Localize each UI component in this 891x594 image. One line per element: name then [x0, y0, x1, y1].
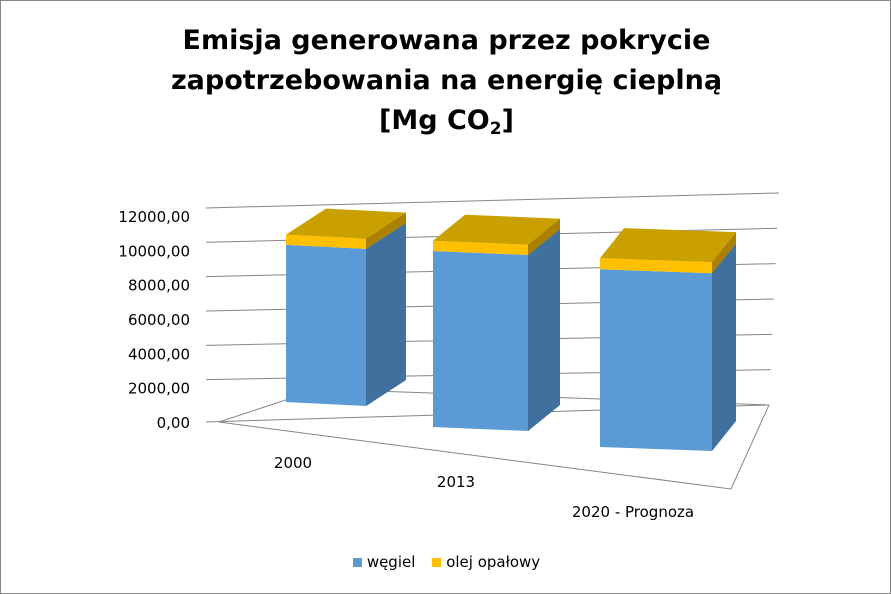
bar-w-giel-2020-prognoza-front	[600, 269, 712, 451]
bar-w-giel-2000-front	[286, 244, 366, 406]
y-tick-label-3: 6000,00	[128, 311, 190, 329]
y-tick-label-0: 0,00	[157, 414, 190, 432]
bar-olej-opa-owy-2013-top	[433, 214, 560, 245]
x-tick-label-2000: 2000	[274, 454, 312, 472]
bars	[286, 208, 736, 451]
legend-label-olej-opalowy: olej opałowy	[446, 552, 541, 571]
y-tick-label-6: 12000,00	[118, 208, 190, 226]
x-tick-label-2020-prognoza: 2020 - Prognoza	[572, 503, 694, 521]
y-tick-label-2: 4000,00	[128, 345, 190, 363]
plot-floor	[218, 388, 770, 490]
bar-w-giel-2013-side	[528, 229, 560, 431]
y-tick-label-4: 8000,00	[128, 277, 190, 295]
legend: węgiel olej opałowy	[1, 552, 890, 571]
y-tick-label-1: 2000,00	[128, 380, 190, 398]
chart-title: Emisja generowana przez pokrycie zapotrz…	[1, 21, 890, 141]
bar-w-giel-2020-prognoza-side	[712, 243, 736, 451]
plot-floor-outline	[218, 388, 770, 490]
bar-olej-opa-owy-2020-prognoza-side	[712, 232, 736, 274]
bar-w-giel-2013-front	[433, 251, 528, 431]
chart-title-unit: [Mg CO	[379, 105, 490, 136]
chart-title-line-3: [Mg CO2]	[1, 101, 890, 141]
bar-olej-opa-owy-2020-prognoza-top	[600, 228, 736, 263]
legend-swatch-wegiel	[352, 557, 362, 567]
chart-title-subscript: 2	[489, 119, 502, 139]
y-tick-label-5: 10000,00	[118, 242, 190, 260]
chart-title-line-1: Emisja generowana przez pokrycie	[182, 25, 711, 56]
legend-item-olej-opalowy: olej opałowy	[432, 553, 540, 571]
bar-olej-opa-owy-2013-front	[433, 240, 528, 256]
x-tick-label-2013: 2013	[437, 473, 475, 491]
legend-swatch-olej-opalowy	[432, 557, 442, 567]
bar-olej-opa-owy-2013-side	[528, 218, 560, 256]
chart-title-line-2: zapotrzebowania na energię cieplną	[170, 65, 723, 96]
legend-label-wegiel: węgiel	[366, 552, 416, 571]
y-axis-ticks: 0,00 2000,00 4000,00 6000,00 8000,00 10000,00…	[118, 208, 190, 432]
x-axis-ticks: 2000 2013 2020 - Prognoza	[274, 454, 694, 521]
bar-olej-opa-owy-2000-side	[366, 212, 406, 249]
gridline-6	[205, 192, 780, 209]
legend-item-wegiel: węgiel	[352, 552, 416, 571]
bar-olej-opa-owy-2020-prognoza-front	[600, 258, 712, 274]
bar-w-giel-2000-side	[366, 222, 406, 406]
bar-olej-opa-owy-2000-front	[286, 234, 366, 249]
bar-olej-opa-owy-2000-top	[286, 208, 406, 239]
chart-title-suffix: ]	[501, 105, 514, 136]
